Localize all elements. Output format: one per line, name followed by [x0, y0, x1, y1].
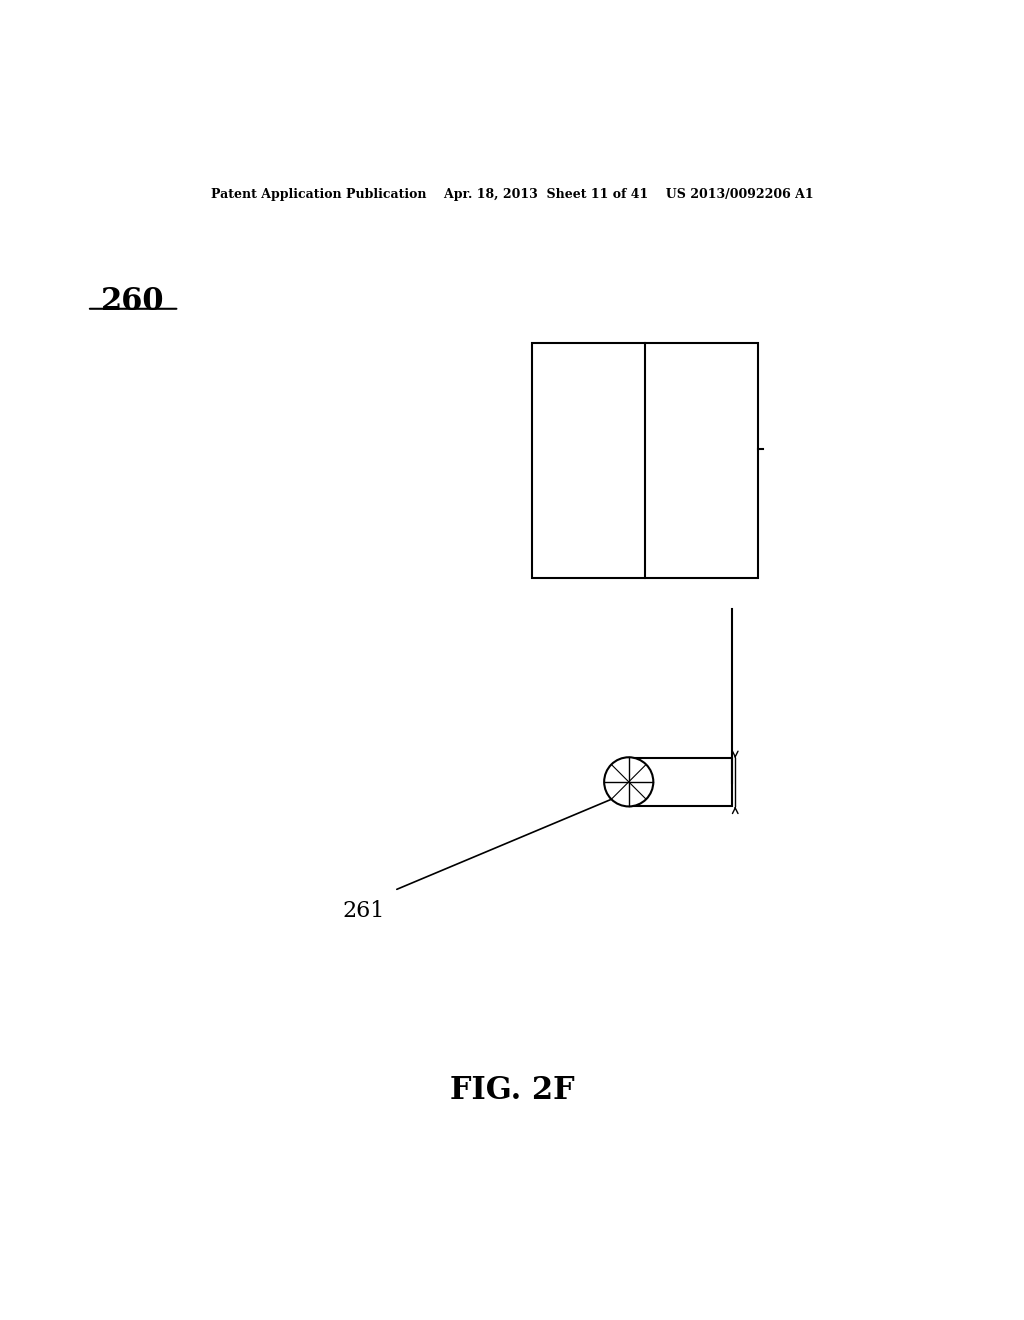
- Circle shape: [604, 758, 653, 807]
- Text: 261: 261: [342, 900, 385, 921]
- Bar: [532, 343, 758, 578]
- Bar: [630, 758, 732, 807]
- Text: Patent Application Publication    Apr. 18, 2013  Sheet 11 of 41    US 2013/00922: Patent Application Publication Apr. 18, …: [211, 187, 813, 201]
- Text: 260: 260: [101, 286, 165, 317]
- Text: FIG. 2F: FIG. 2F: [450, 1074, 574, 1106]
